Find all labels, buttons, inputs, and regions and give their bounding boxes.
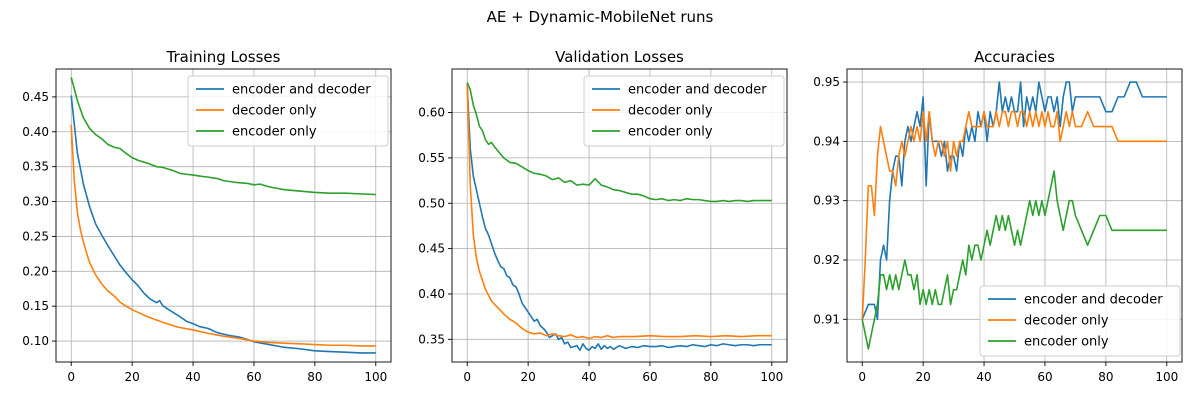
- y-tick-label: 0.45: [22, 90, 49, 104]
- x-tick-label: 0: [67, 370, 75, 384]
- y-tick-label: 0.15: [22, 299, 49, 313]
- x-tick-label: 20: [520, 370, 535, 384]
- legend-box: [583, 75, 785, 147]
- chart-panel-2: Validation Losses 0 20 40 60 80 100 0.35 0.40 0.4…: [418, 48, 788, 384]
- legend-label: encoder only: [1024, 335, 1109, 350]
- y-tick-label: 0.45: [418, 242, 445, 256]
- y-tick-label: 0.93: [813, 194, 840, 208]
- chart-title: Training Losses: [166, 48, 281, 66]
- x-tick-label: 20: [915, 370, 930, 384]
- y-tick-label: 0.20: [22, 264, 49, 278]
- series-line-decoder-only: [466, 83, 772, 340]
- chart-title: Accuracies: [974, 48, 1055, 66]
- x-tick-label: 80: [307, 370, 322, 384]
- chart-title: Validation Losses: [555, 48, 684, 66]
- x-tick-label: 80: [703, 370, 718, 384]
- legend-label: decoder only: [628, 104, 713, 119]
- y-tick-label: 0.94: [813, 134, 840, 148]
- x-tick-label: 80: [1098, 370, 1113, 384]
- legend-label: encoder only: [232, 125, 317, 140]
- x-tick-label: 20: [124, 370, 139, 384]
- x-tick-label: 100: [1155, 370, 1178, 384]
- series-line-encoder-and-decoder: [466, 85, 772, 352]
- series-line-encoder-only: [861, 170, 1167, 350]
- legend-label: encoder and decoder: [232, 83, 371, 98]
- legend-label: decoder only: [232, 104, 317, 119]
- x-tick-label: 60: [1037, 370, 1052, 384]
- y-tick-label: 0.40: [418, 287, 445, 301]
- y-tick-label: 0.25: [22, 229, 49, 243]
- y-tick-label: 0.91: [813, 312, 840, 326]
- axes-frame: [846, 68, 1183, 363]
- x-tick-label: 100: [364, 370, 387, 384]
- x-tick-label: 60: [642, 370, 657, 384]
- x-tick-label: 60: [246, 370, 261, 384]
- y-tick-label: 0.35: [418, 332, 445, 346]
- x-tick-label: 0: [858, 370, 866, 384]
- figure-title: AE + Dynamic-MobileNet runs: [487, 8, 714, 26]
- x-tick-label: 40: [185, 370, 200, 384]
- axes-frame: [451, 68, 788, 363]
- y-tick-label: 0.35: [22, 160, 49, 174]
- y-tick-label: 0.95: [813, 75, 840, 89]
- legend-box: [187, 75, 389, 147]
- legend: encoder and decoder decoder only encoder o…: [187, 75, 389, 147]
- y-tick-label: 0.30: [22, 195, 49, 209]
- y-tick-label: 0.92: [813, 253, 840, 267]
- chart-panel-3: Accuracies 0 20 40 60 80 100 0.91 0.92 0.93 0.94 0.…: [813, 48, 1183, 384]
- legend-box: [979, 285, 1181, 357]
- chart-panels: Training Losses 0 20 40 60 80 100 0.10 0.15 0.20 0…: [22, 48, 1183, 384]
- x-tick-label: 40: [581, 370, 596, 384]
- y-tick-label: 0.60: [418, 106, 445, 120]
- legend: encoder and decoder decoder only encoder o…: [979, 285, 1181, 357]
- legend: encoder and decoder decoder only encoder o…: [583, 75, 785, 147]
- x-tick-label: 100: [760, 370, 783, 384]
- series-line-decoder-only: [70, 124, 376, 347]
- series-line-encoder-only: [70, 77, 376, 196]
- series-line-encoder-only: [466, 82, 772, 203]
- y-tick-label: 0.40: [22, 125, 49, 139]
- chart-panel-1: Training Losses 0 20 40 60 80 100 0.10 0.15 0.20 0…: [22, 48, 392, 384]
- series-line-encoder-and-decoder: [70, 95, 376, 354]
- axes-frame: [55, 68, 392, 363]
- legend-label: decoder only: [1024, 314, 1109, 329]
- x-tick-label: 40: [976, 370, 991, 384]
- legend-label: encoder and decoder: [628, 83, 767, 98]
- legend-label: encoder and decoder: [1024, 293, 1163, 308]
- y-tick-label: 0.10: [22, 334, 49, 348]
- y-tick-label: 0.50: [418, 196, 445, 210]
- legend-label: encoder only: [628, 125, 713, 140]
- x-tick-label: 0: [463, 370, 471, 384]
- series-line-decoder-only: [861, 110, 1167, 320]
- y-tick-label: 0.55: [418, 151, 445, 165]
